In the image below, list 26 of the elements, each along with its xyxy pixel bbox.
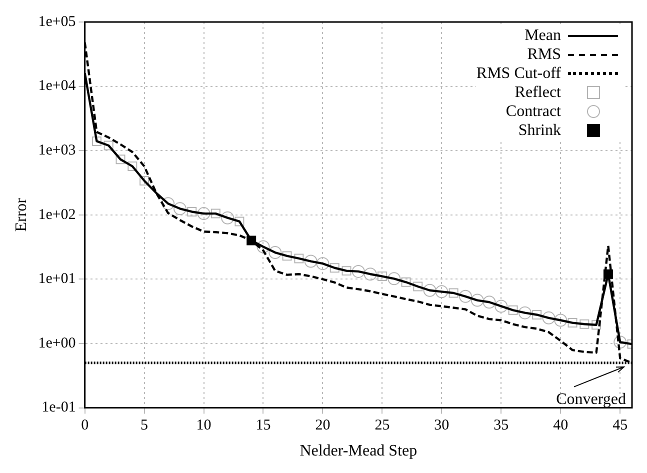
y-tick-label: 1e+03: [38, 142, 76, 159]
legend-label: Shrink: [518, 121, 561, 140]
x-tick-label: 10: [196, 418, 212, 434]
y-tick-label: 1e+00: [38, 335, 76, 352]
y-axis-title: Error: [12, 197, 30, 232]
x-tick-label: 35: [494, 418, 509, 434]
legend-label: RMS: [527, 45, 561, 64]
legend-label: Mean: [524, 26, 561, 45]
y-tick-label: 1e-01: [42, 400, 76, 416]
legend-label: RMS Cut-off: [476, 64, 561, 83]
x-axis-title: Nelder-Mead Step: [300, 442, 418, 460]
annotation: Converged: [556, 390, 626, 408]
x-tick-label: 45: [612, 418, 628, 434]
legend-label: Contract: [506, 102, 561, 121]
x-tick-label: 15: [256, 418, 271, 434]
x-tick-label: 25: [374, 418, 390, 434]
x-tick-label: 0: [81, 418, 89, 434]
y-tick-label: 1e+02: [38, 206, 76, 223]
x-tick-label: 5: [140, 418, 148, 434]
x-tick-label: 40: [553, 418, 568, 434]
y-tick-label: 1e+04: [38, 78, 76, 94]
y-tick-label: 1e+01: [38, 271, 76, 288]
legend-label: Reflect: [514, 83, 561, 102]
y-tick-label: 1e+05: [38, 14, 76, 30]
x-tick-label: 30: [434, 418, 450, 434]
x-tick-label: 20: [315, 418, 330, 434]
